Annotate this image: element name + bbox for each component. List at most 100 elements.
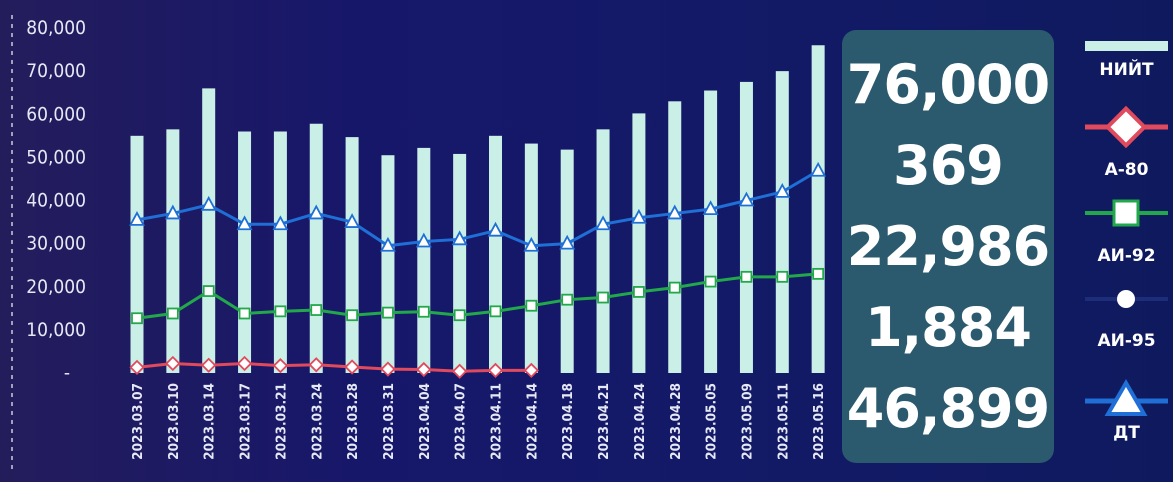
x-tick-label: 2023.04.28	[668, 383, 684, 460]
summary-total: 76,000	[846, 52, 1050, 116]
x-tick-label: 2023.04.18	[560, 383, 576, 460]
bar-total	[238, 131, 252, 373]
summary-ai95: 1,884	[865, 295, 1032, 359]
point-marker-дт	[810, 161, 827, 177]
point-marker-дт	[451, 230, 468, 246]
series-line-а80	[136, 362, 532, 373]
point-marker-дт	[164, 204, 181, 220]
point-marker-а80	[308, 357, 324, 373]
point-marker-а80	[452, 363, 468, 379]
point-marker-дт	[344, 213, 361, 228]
bar-total	[453, 153, 467, 373]
point-marker-а80	[272, 358, 289, 374]
y-tick-label: 20,000	[26, 276, 86, 298]
point-marker-дт	[738, 191, 755, 207]
point-marker-дт	[236, 215, 253, 231]
bars	[130, 45, 825, 373]
point-marker-а80	[201, 357, 217, 373]
series-line-дт	[136, 169, 819, 248]
x-tick-label: 2023.05.11	[775, 383, 791, 460]
point-marker-дт	[595, 215, 612, 231]
x-tick-label: 2023.05.09	[739, 383, 755, 460]
bar-total	[166, 129, 180, 373]
point-marker-аи92	[597, 291, 609, 304]
point-marker-а80	[487, 362, 504, 379]
legend-label-ai95: АИ-95	[1097, 331, 1156, 351]
legend-swatches	[1085, 41, 1168, 416]
point-marker-аи92	[382, 306, 394, 319]
point-marker-дт	[379, 236, 396, 252]
x-tick-label: 2023.03.14	[202, 383, 218, 460]
legend-label-a80: А-80	[1104, 160, 1149, 180]
point-marker-дт	[415, 232, 432, 248]
x-tick-label: 2023.03.28	[345, 383, 361, 460]
x-tick-label: 2023.04.14	[524, 383, 540, 460]
point-marker-а80	[165, 355, 181, 372]
y-tick-label: 80,000	[26, 17, 86, 39]
point-marker-аи92	[346, 309, 359, 322]
point-marker-аи92	[166, 307, 179, 320]
chart: 80,000 70,000 60,000 50,000 40,000 30,000 20,0…	[11, 15, 827, 470]
point-marker-аи92	[812, 267, 825, 280]
x-tick-label: 2023.04.24	[632, 383, 648, 460]
point-marker-аи92	[131, 312, 143, 325]
point-marker-а80	[236, 355, 253, 372]
point-marker-аи92	[633, 286, 645, 298]
point-marker-аи92	[417, 305, 430, 318]
bar-total	[560, 149, 574, 373]
bar-total	[202, 88, 216, 373]
point-marker-аи92	[310, 304, 323, 316]
bar-total	[632, 113, 646, 373]
point-marker-аи92	[668, 281, 681, 294]
point-marker-дт	[308, 204, 325, 220]
point-marker-а80	[380, 361, 396, 377]
bar-total	[130, 135, 144, 373]
point-marker-дт	[128, 211, 146, 226]
point-marker-а80	[523, 362, 539, 379]
y-tick-label: 40,000	[26, 190, 86, 212]
bar-total	[668, 101, 682, 373]
point-marker-аи92	[740, 270, 753, 283]
y-tick-label: 60,000	[26, 103, 86, 125]
x-tick-label: 2023.05.16	[811, 383, 827, 460]
y-tick-label: 70,000	[26, 60, 86, 82]
x-tick-label: 2023.04.04	[417, 383, 433, 460]
point-marker-аи92	[776, 270, 789, 283]
bar-total	[345, 137, 359, 373]
legend-marker-dt	[1104, 379, 1148, 416]
bar-total	[381, 155, 395, 373]
point-marker-аи92	[202, 285, 215, 297]
point-marker-аи92	[561, 293, 574, 306]
point-marker-аи92	[489, 305, 502, 318]
x-tick-label: 2023.05.05	[704, 383, 720, 460]
y-tick-label: 30,000	[26, 233, 86, 255]
x-tick-label: 2023.03.21	[273, 383, 289, 460]
point-marker-аи92	[453, 309, 466, 322]
series-markers	[128, 161, 827, 379]
x-tick-label: 2023.04.11	[489, 383, 505, 460]
summary-a80: 369	[893, 133, 1004, 197]
point-marker-дт	[630, 208, 647, 224]
point-marker-аи92	[274, 305, 287, 318]
legend-label-total: НИЙТ	[1099, 60, 1154, 80]
bar-total	[273, 131, 287, 373]
legend-label-ai92: АИ-92	[1097, 246, 1156, 266]
x-tick-label: 2023.04.07	[453, 383, 469, 460]
x-tick-label: 2023.03.17	[238, 383, 254, 460]
bar-total	[309, 123, 323, 373]
point-marker-дт	[702, 200, 719, 216]
x-tick-label: 2023.03.10	[166, 383, 182, 460]
x-tick-label: 2023.03.24	[309, 383, 325, 460]
bar-total	[524, 143, 538, 373]
bar-total	[704, 90, 718, 373]
bar-total	[417, 147, 431, 373]
legend: НИЙТ А-80 АИ-92 АИ-95 ДТ	[1080, 30, 1173, 470]
point-marker-дт	[272, 215, 289, 231]
point-marker-аи92	[238, 307, 251, 320]
point-marker-а80	[129, 359, 145, 376]
x-tick-label: 2023.04.21	[596, 383, 612, 460]
bar-total	[739, 81, 753, 373]
y-tick-label: -	[64, 362, 70, 384]
y-tick-label: 10,000	[26, 319, 86, 341]
bar-total	[775, 71, 789, 373]
